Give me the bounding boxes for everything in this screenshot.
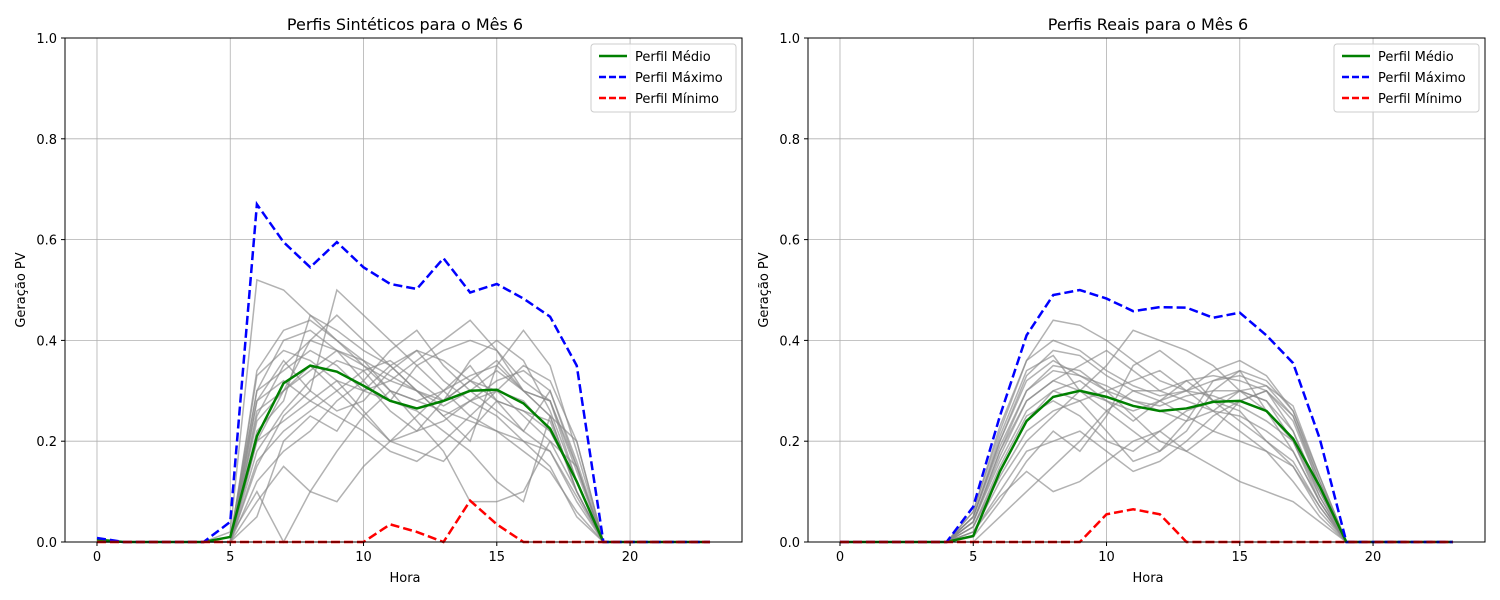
y-tick-label: 0.0 [36, 536, 57, 551]
legend-box [1333, 43, 1480, 113]
y-axis-label: Geração PV [14, 252, 29, 327]
y-tick-label: 0.8 [779, 133, 800, 148]
series-line [96, 364, 711, 544]
x-tick-label: 15 [489, 550, 506, 565]
y-tick-label: 0.2 [36, 435, 57, 450]
background-profile-line [96, 288, 711, 543]
y-tick-label: 0.2 [779, 435, 800, 450]
background-profile-line [96, 359, 711, 543]
x-tick-label: 15 [1232, 550, 1249, 565]
chart-panel-real: Perfis Reais para o Mês 6 Hora Geração P… [757, 15, 1486, 586]
legend-box [590, 43, 737, 113]
y-tick-label: 0.0 [779, 536, 800, 551]
y-tick-label: 0.8 [36, 133, 57, 148]
y-tick-label: 1.0 [779, 32, 800, 47]
legend-label: Perfil Máximo [635, 71, 723, 86]
legend-label: Perfil Mínimo [635, 92, 719, 107]
legend-label: Perfil Mínimo [1378, 92, 1462, 107]
plot-area [808, 37, 1485, 544]
background-profile-line [96, 364, 711, 543]
chart-title: Perfis Reais para o Mês 6 [1048, 15, 1248, 34]
legend: Perfil Médio Perfil Máximo Perfil Mínimo [590, 43, 737, 113]
x-tick-label: 0 [93, 550, 101, 565]
series-line [839, 288, 1454, 544]
chart-panel-synthetic: Perfis Sintéticos para o Mês 6 Hora Gera… [14, 15, 743, 586]
series-line [96, 200, 711, 544]
x-tick-label: 5 [226, 550, 234, 565]
y-tick-label: 0.6 [779, 234, 800, 249]
background-profile-line [839, 349, 1454, 543]
background-profile-line [839, 349, 1454, 543]
legend-label: Perfil Médio [1378, 50, 1454, 65]
legend-label: Perfil Máximo [1378, 71, 1466, 86]
background-profile-line [839, 379, 1454, 543]
legend-label: Perfil Médio [635, 50, 711, 65]
background-profile-line [96, 364, 711, 543]
x-axis-label: Hora [389, 571, 420, 586]
y-tick-label: 0.4 [36, 334, 57, 349]
background-profile-line [96, 389, 711, 543]
x-tick-label: 20 [1365, 550, 1382, 565]
x-axis-label: Hora [1132, 571, 1163, 586]
y-tick-label: 0.4 [779, 334, 800, 349]
series-line [96, 498, 711, 544]
y-axis-label: Geração PV [757, 252, 772, 327]
x-tick-label: 20 [622, 550, 639, 565]
y-tick-label: 0.6 [36, 234, 57, 249]
y-tick-label: 1.0 [36, 32, 57, 47]
x-tick-label: 10 [1098, 550, 1115, 565]
background-profile-line [839, 359, 1454, 543]
chart-title: Perfis Sintéticos para o Mês 6 [287, 15, 523, 34]
axes-frame [807, 37, 1486, 543]
legend: Perfil Médio Perfil Máximo Perfil Mínimo [1333, 43, 1480, 113]
x-tick-label: 5 [969, 550, 977, 565]
axes-frame [64, 37, 743, 543]
background-profile-line [839, 319, 1454, 543]
x-tick-label: 0 [836, 550, 844, 565]
x-tick-label: 10 [355, 550, 372, 565]
background-profile-line [839, 354, 1454, 543]
background-profile-line [839, 430, 1454, 543]
background-profile-line [96, 364, 711, 544]
background-profile-line [839, 364, 1454, 543]
plot-area [65, 37, 742, 544]
background-profile-line [839, 379, 1454, 543]
background-profile-line [839, 389, 1454, 543]
background-profile-line [96, 278, 711, 543]
series-line [839, 507, 1454, 544]
background-profile-line [839, 349, 1454, 543]
